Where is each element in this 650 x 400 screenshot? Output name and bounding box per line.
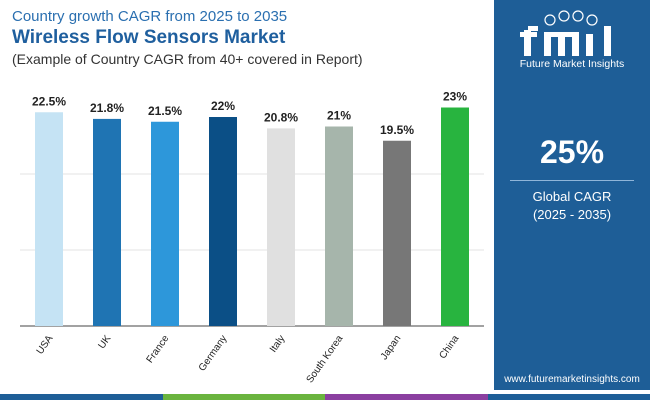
- bar-germany: [209, 117, 237, 326]
- strip-segment-1: [0, 394, 163, 400]
- x-tick-label-south-korea: South Korea: [305, 333, 346, 385]
- global-cagr-period: (2025 - 2035): [532, 207, 612, 222]
- data-label-south-korea: 21%: [327, 109, 351, 123]
- bar-uk: [93, 118, 121, 327]
- data-label-japan: 19.5%: [380, 123, 414, 137]
- strip-segment-4: [487, 394, 650, 400]
- bar-south-korea: [325, 126, 353, 326]
- bar-chart: 22.5% USA 21.8% UK 21.5% France 22% Germany 20.8…: [0, 84, 494, 390]
- bar-usa: [35, 112, 63, 326]
- global-cagr-value: 25%: [539, 134, 605, 170]
- x-tick-label-france: France: [145, 333, 172, 365]
- bar-italy: [267, 128, 295, 326]
- bar-chart-svg: 22.5% USA 21.8% UK 21.5% France 22% Germany 20.8…: [20, 90, 484, 385]
- strip-segment-3: [325, 394, 488, 400]
- data-label-china: 23%: [443, 90, 467, 104]
- bar-china: [441, 107, 469, 326]
- bar-japan: [383, 140, 411, 326]
- website-link[interactable]: www.futuremarketinsights.com: [504, 374, 640, 385]
- data-label-uk: 21.8%: [90, 101, 124, 115]
- bar-france: [151, 121, 179, 326]
- x-tick-label-uk: UK: [96, 333, 113, 351]
- chart-subtitle: Country growth CAGR from 2025 to 2035: [12, 8, 288, 25]
- strip-segment-2: [162, 394, 325, 400]
- data-label-france: 21.5%: [148, 104, 182, 118]
- bottom-color-strip: [0, 394, 650, 400]
- sidebar: Future Market Insights 25% Global CAGR (…: [494, 0, 650, 390]
- data-label-germany: 22%: [211, 99, 235, 113]
- data-label-usa: 22.5%: [32, 94, 66, 108]
- x-tick-label-usa: USA: [35, 333, 56, 356]
- global-cagr-label: Global CAGR (2025 - 2035): [494, 188, 650, 224]
- chart-note: (Example of Country CAGR from 40+ covere…: [12, 51, 363, 67]
- x-tick-label-italy: Italy: [268, 333, 288, 354]
- header: Country growth CAGR from 2025 to 2035 Wi…: [12, 8, 363, 68]
- fmi-logo: [520, 10, 611, 56]
- x-tick-label-germany: Germany: [197, 333, 230, 373]
- data-label-italy: 20.8%: [264, 110, 298, 124]
- chart-title: Wireless Flow Sensors Market: [12, 27, 286, 48]
- global-cagr-label-line1: Global CAGR: [532, 189, 612, 204]
- x-tick-label-japan: Japan: [379, 333, 404, 362]
- divider: [510, 180, 634, 181]
- x-tick-label-china: China: [437, 333, 461, 361]
- logo-text: Future Market Insights: [519, 58, 625, 70]
